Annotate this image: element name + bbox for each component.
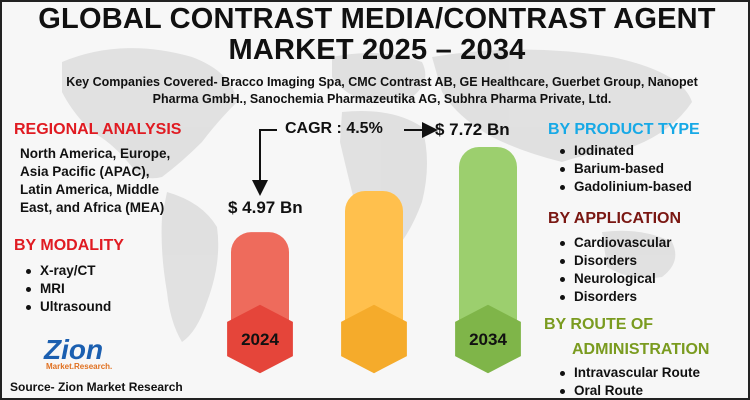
route-heading-line-2: ADMINISTRATION [572,341,710,358]
list-item: Oral Route [558,382,700,398]
year-label-2034: 2034 [469,330,507,349]
list-item-continued: Disorders [574,253,638,268]
key-companies: Key Companies Covered- Bracco Imaging Sp… [32,74,732,108]
region-line: Asia Pacific (APAC), [20,164,150,179]
route-list: Intravascular Route Oral Route [558,364,700,398]
list-item: Iodinated [558,142,692,160]
bar-middle [345,190,403,347]
start-value: $ 4.97 Bn [228,198,303,217]
bar-2034 [459,147,517,347]
title-line-1: GLOBAL CONTRAST MEDIA/CONTRAST AGENT [38,3,716,35]
cagr-label: CAGR : 4.5% [285,120,383,137]
logo-tagline: Market.Research. [46,362,113,371]
region-line: Latin America, Middle [20,182,160,197]
regional-analysis-text: North America, Europe, Asia Pacific (APA… [20,145,220,217]
arrow-down [252,129,277,196]
list-item: Disorders [558,288,672,306]
logo-brand: Zion [44,334,104,365]
list-item: Cardiovascular [558,234,672,252]
companies-line-1: Key Companies Covered- Bracco Imaging Sp… [66,75,698,89]
list-item: Intravascular Route [558,364,700,382]
modality-list: X-ray/CT MRI Ultrasound [24,262,111,316]
list-item: X-ray/CT [24,262,111,280]
application-list: Cardiovascular Disorders Neurological Di… [558,234,672,306]
regional-analysis-heading: REGIONAL ANALYSIS [14,121,182,138]
year-label-2024: 2024 [241,330,279,349]
title-line-2: MARKET 2025 – 2034 [228,34,526,66]
companies-line-2: Pharma GmbH., Sanochemia Pharmazeutika A… [152,92,612,106]
list-item: Barium-based [558,160,692,178]
list-item: Ultrasound [24,298,111,316]
list-item-continued: Disorders [574,289,638,304]
hexagon-2034 [455,304,521,374]
region-line: North America, Europe, [20,146,171,161]
application-heading: BY APPLICATION [548,210,682,227]
end-value: $ 7.72 Bn [435,120,510,139]
list-item: Disorders [558,252,672,270]
list-item: Neurological [558,270,672,288]
list-item: MRI [24,280,111,298]
region-line: East, and Africa (MEA) [20,200,165,215]
product-type-list: Iodinated Barium-based Gadolinium-based [558,142,692,196]
hexagon-2024 [227,304,293,374]
modality-heading: BY MODALITY [14,237,124,254]
list-item: Gadolinium-based [558,178,692,196]
page-title: GLOBAL CONTRAST MEDIA/CONTRAST AGENT MAR… [2,3,748,66]
source-note: Source- Zion Market Research [10,380,183,394]
hexagon-middle [341,304,407,374]
route-heading-line-1: BY ROUTE OF [544,316,654,333]
product-type-heading: BY PRODUCT TYPE [548,121,700,138]
zion-logo: Zion Market.Research. [44,336,134,378]
